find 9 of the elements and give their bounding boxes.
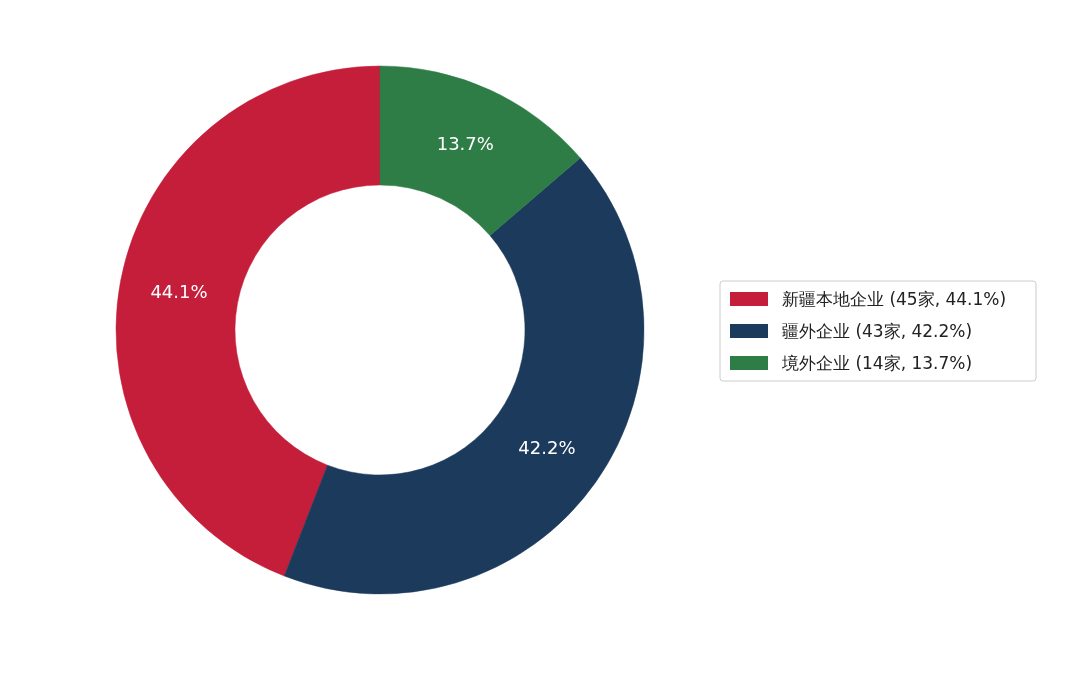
legend-label: 疆外企业 (43家, 42.2%) — [782, 321, 973, 341]
donut-slice — [116, 65, 381, 577]
legend-label: 新疆本地企业 (45家, 44.1%) — [782, 289, 1007, 309]
data-label: 13.7% — [436, 133, 494, 155]
data-label: 42.2% — [518, 437, 576, 459]
donut-slice — [379, 65, 581, 236]
donut-slice — [284, 157, 644, 595]
data-label: 44.1% — [150, 281, 208, 303]
legend-label: 境外企业 (14家, 13.7%) — [781, 353, 973, 373]
